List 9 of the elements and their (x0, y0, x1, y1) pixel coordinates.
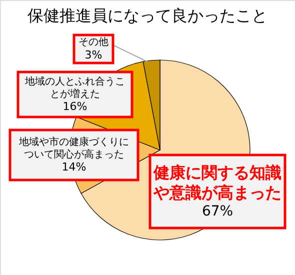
slice-label: 地域の人とふれ合うことが増えた (24, 75, 125, 100)
data-label: 16% (62, 100, 88, 113)
slice-label: 健康に関する知識や意識が高まった (152, 162, 282, 202)
slice-label: その他 (78, 36, 108, 48)
slice-label: 地域や市の健康づくりについて関心が高まった (18, 136, 129, 160)
data-label: 14% (62, 160, 86, 174)
data-label: 3% (84, 48, 102, 62)
chart-title: 保健推進員になって良かったこと (28, 6, 268, 25)
data-label: 67% (202, 204, 234, 220)
